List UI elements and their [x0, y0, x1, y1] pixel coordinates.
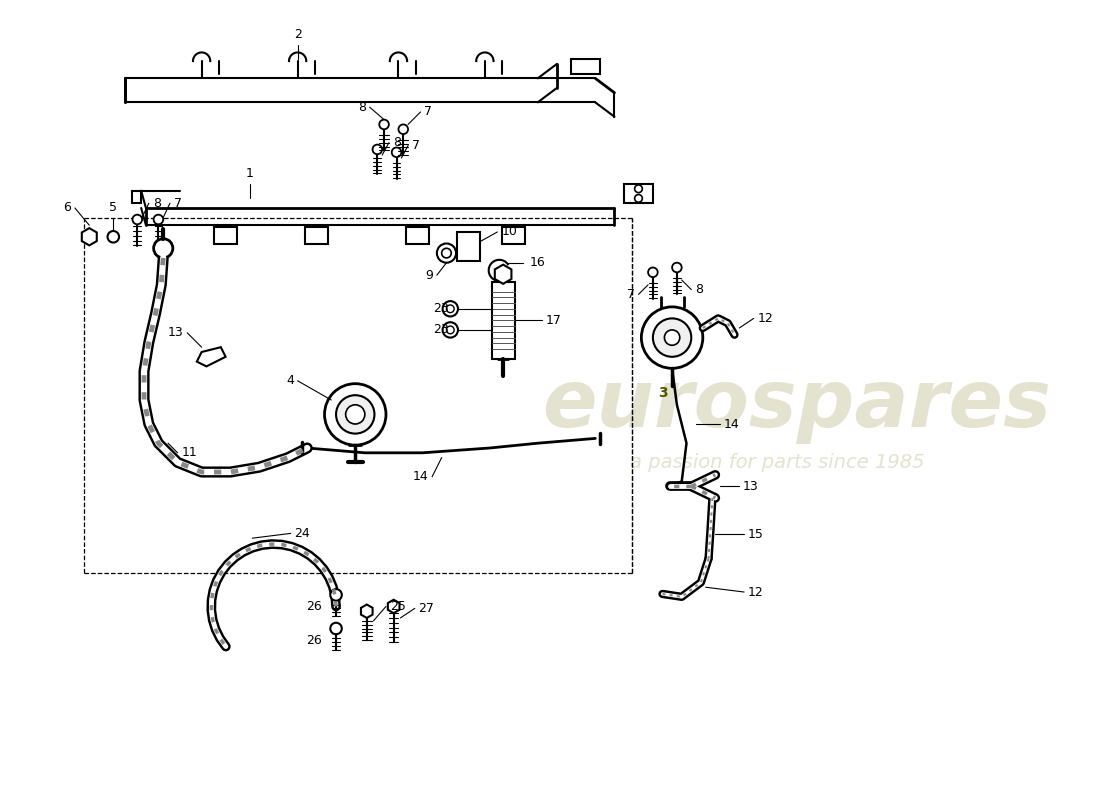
Circle shape: [373, 145, 382, 154]
Text: 26: 26: [306, 600, 321, 613]
Text: 11: 11: [182, 446, 197, 459]
Text: 12: 12: [758, 312, 773, 325]
Circle shape: [442, 301, 458, 317]
Text: 25: 25: [389, 600, 406, 613]
Text: 8: 8: [358, 101, 366, 114]
Polygon shape: [306, 227, 329, 245]
Circle shape: [324, 384, 386, 445]
Text: 23: 23: [432, 302, 449, 315]
Text: 8: 8: [393, 136, 400, 149]
Polygon shape: [132, 190, 141, 203]
Polygon shape: [456, 232, 480, 261]
Text: 3: 3: [658, 386, 668, 400]
Circle shape: [442, 322, 458, 338]
Text: 2: 2: [294, 28, 301, 41]
Text: 13: 13: [167, 326, 184, 339]
Circle shape: [108, 231, 119, 242]
Text: 8: 8: [153, 197, 161, 210]
Circle shape: [132, 214, 142, 224]
Text: 24: 24: [295, 527, 310, 540]
Text: 1: 1: [245, 167, 254, 180]
Text: 7: 7: [627, 288, 635, 301]
Circle shape: [379, 120, 389, 130]
Text: 26: 26: [306, 634, 321, 646]
Text: 7: 7: [425, 106, 432, 118]
Text: 8: 8: [695, 283, 703, 296]
Text: eurospares: eurospares: [542, 366, 1052, 444]
Circle shape: [653, 318, 691, 357]
Polygon shape: [503, 227, 525, 245]
Polygon shape: [361, 605, 373, 618]
Circle shape: [154, 214, 163, 224]
Circle shape: [392, 147, 402, 157]
Polygon shape: [197, 347, 226, 366]
Text: 9: 9: [425, 269, 433, 282]
Polygon shape: [495, 265, 512, 284]
Text: 17: 17: [546, 314, 561, 327]
Circle shape: [635, 185, 642, 193]
Polygon shape: [388, 600, 399, 613]
Text: 10: 10: [502, 226, 517, 238]
Circle shape: [641, 307, 703, 368]
Circle shape: [648, 267, 658, 277]
Circle shape: [398, 125, 408, 134]
Polygon shape: [81, 228, 97, 246]
Circle shape: [330, 622, 342, 634]
Text: 12: 12: [748, 586, 763, 598]
Polygon shape: [406, 227, 429, 245]
Circle shape: [330, 589, 342, 601]
Circle shape: [437, 243, 456, 262]
Polygon shape: [624, 184, 653, 203]
Polygon shape: [492, 282, 515, 358]
Circle shape: [336, 395, 374, 434]
Text: 27: 27: [419, 602, 435, 615]
Text: 7: 7: [174, 197, 182, 210]
Text: 13: 13: [744, 480, 759, 493]
Text: 14: 14: [412, 470, 428, 483]
Text: 6: 6: [63, 202, 72, 214]
Circle shape: [154, 238, 173, 258]
Text: 4: 4: [286, 374, 294, 387]
Text: 15: 15: [748, 528, 763, 541]
Text: 23: 23: [432, 323, 449, 337]
Text: a passion for parts since 1985: a passion for parts since 1985: [630, 453, 925, 472]
Polygon shape: [214, 227, 238, 245]
Text: 14: 14: [724, 418, 739, 430]
Circle shape: [345, 405, 365, 424]
Circle shape: [664, 330, 680, 346]
Polygon shape: [571, 59, 601, 74]
Text: 7: 7: [411, 139, 420, 152]
Circle shape: [635, 194, 642, 202]
Text: 5: 5: [109, 201, 118, 214]
Text: 16: 16: [530, 256, 546, 270]
Circle shape: [672, 262, 682, 272]
